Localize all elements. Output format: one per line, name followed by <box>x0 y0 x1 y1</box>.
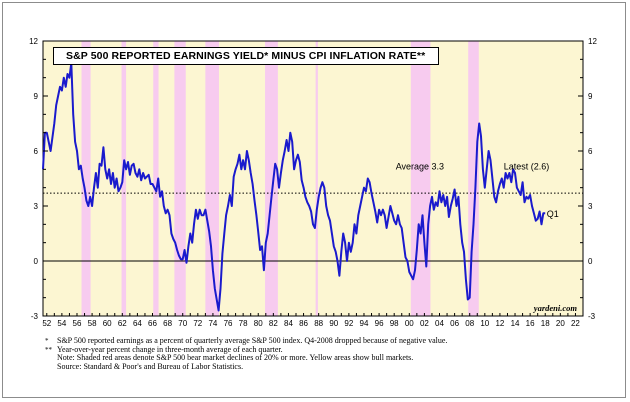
x-tick-label: 66 <box>148 319 157 328</box>
footnote-text: Source: Standard & Poor's and Bureau of … <box>57 361 244 371</box>
source-credit: yardeni.com <box>533 303 578 313</box>
footnote-row: * S&P 500 reported earnings as a percent … <box>45 336 615 346</box>
x-tick-label: 72 <box>193 319 202 328</box>
plot-border <box>42 40 584 317</box>
x-tick-label: 94 <box>360 319 369 328</box>
x-tick-label: 12 <box>495 319 504 328</box>
x-tick-label: 00 <box>405 319 414 328</box>
x-tick-label: 54 <box>57 319 66 328</box>
x-tick-label: 80 <box>254 319 263 328</box>
footnote-mark: * <box>45 337 49 345</box>
x-tick-label: 90 <box>329 319 338 328</box>
x-tick-label: 78 <box>239 319 248 328</box>
y-tick-label-right: 3 <box>588 202 593 211</box>
x-tick-label: 98 <box>390 319 399 328</box>
footnote-text: Note: Shaded red areas denote S&P 500 be… <box>57 353 414 363</box>
x-tick-label: 20 <box>556 319 565 328</box>
footnote-mark: ** <box>45 345 52 354</box>
x-tick-label: 60 <box>103 319 112 328</box>
x-tick-label: 74 <box>208 319 217 328</box>
y-tick-label-right: -3 <box>588 312 596 321</box>
x-tick-label: 08 <box>465 319 474 328</box>
average-label: Average 3.3 <box>396 161 444 171</box>
footnote-row: Source: Standard & Poor's and Bureau of … <box>45 361 615 372</box>
y-tick-label-right: 9 <box>588 92 593 101</box>
footnote-text: Year-over-year percent change in three-m… <box>57 344 283 354</box>
x-tick-label: 56 <box>73 319 82 328</box>
x-tick-label: 86 <box>299 319 308 328</box>
chart-title: S&P 500 REPORTED EARNINGS YIELD* MINUS C… <box>53 47 439 65</box>
earnings-yield-line <box>42 62 546 312</box>
y-tick-label-right: 12 <box>588 37 597 46</box>
x-tick-label: 76 <box>224 319 233 328</box>
x-tick-label: 52 <box>42 319 51 328</box>
last-point-label: Q1 <box>547 209 559 219</box>
bear-market-band <box>468 41 479 316</box>
chart-frame: -3 -3 0 0 3 3 6 6 9 9 12 12 52 54 56 58 60 62 64 66 68 70 72 74… <box>2 2 626 398</box>
footnote-mark <box>45 363 57 372</box>
y-tick-label-left: 9 <box>34 92 39 101</box>
x-tick-label: 02 <box>420 319 429 328</box>
x-tick-label: 70 <box>178 319 187 328</box>
footnote-mark <box>45 354 57 363</box>
x-tick-label: 06 <box>450 319 459 328</box>
y-tick-label-left: 12 <box>29 37 38 46</box>
x-tick-label: 84 <box>284 319 293 328</box>
x-tick-label: 68 <box>163 319 172 328</box>
x-tick-label: 96 <box>375 319 384 328</box>
bear-market-band <box>81 41 91 316</box>
footnote-row: ** Year-over-year percent change in three… <box>45 344 615 355</box>
x-tick-label: 04 <box>435 319 444 328</box>
latest-label: Latest (2.6) <box>504 161 550 171</box>
bear-market-band <box>205 41 219 316</box>
x-tick-label: 14 <box>511 319 520 328</box>
y-tick-label-left: -3 <box>31 312 39 321</box>
x-tick-label: 88 <box>314 319 323 328</box>
bear-market-band <box>121 41 127 316</box>
bear-market-band <box>265 41 278 316</box>
bear-market-band <box>315 41 318 316</box>
x-tick-label: 58 <box>88 319 97 328</box>
bear-market-band <box>153 41 159 316</box>
y-tick-label-left: 0 <box>34 257 39 266</box>
bear-market-band <box>174 41 186 316</box>
y-tick-label-left: 3 <box>34 202 39 211</box>
x-tick-label: 82 <box>269 319 278 328</box>
y-tick-label-right: 6 <box>588 147 593 156</box>
x-tick-label: 62 <box>118 319 127 328</box>
x-tick-label: 64 <box>133 319 142 328</box>
x-tick-label: 10 <box>480 319 489 328</box>
x-tick-label: 22 <box>571 319 580 328</box>
y-tick-label-right: 0 <box>588 257 593 266</box>
y-tick-label-left: 6 <box>34 147 39 156</box>
x-tick-label: 18 <box>541 319 550 328</box>
footnote-row: Note: Shaded red areas denote S&P 500 be… <box>45 354 615 363</box>
x-tick-label: 16 <box>526 319 535 328</box>
footnotes: * S&P 500 reported earnings as a percent … <box>45 336 615 372</box>
footnote-text: S&P 500 reported earnings as a percent o… <box>57 336 448 345</box>
x-tick-label: 92 <box>344 319 353 328</box>
